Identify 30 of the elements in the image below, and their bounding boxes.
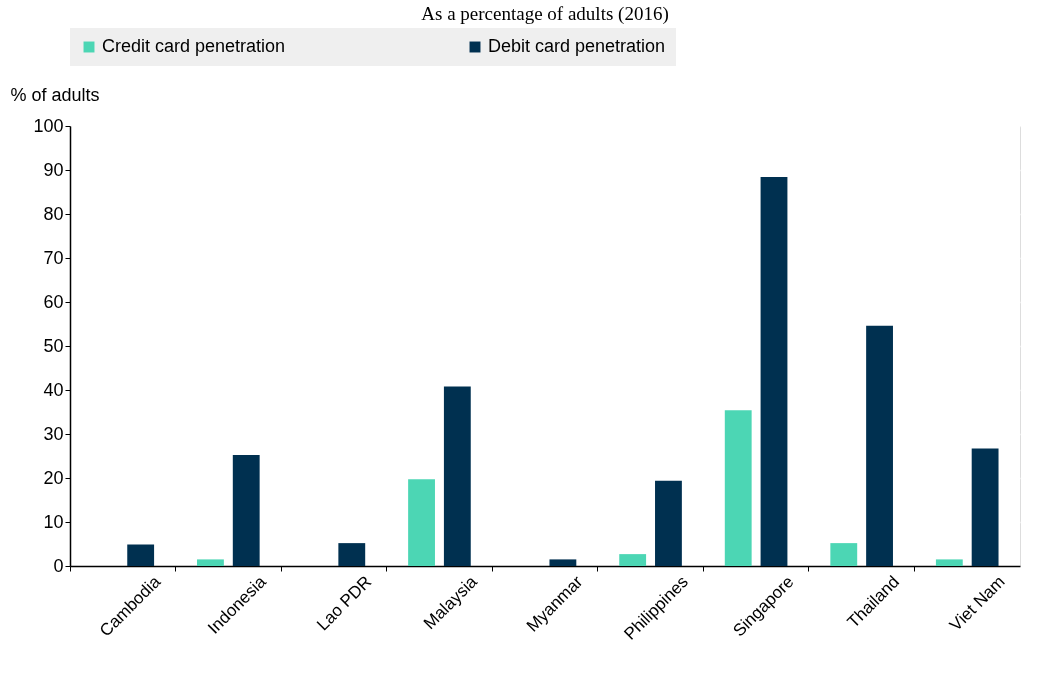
- bar: [760, 177, 788, 566]
- bar: [197, 559, 224, 566]
- chart-title: As a percentage of adults (2016): [421, 3, 669, 25]
- bar: [408, 479, 435, 566]
- y-tick-label: 100: [33, 115, 64, 136]
- bar: [619, 554, 647, 566]
- y-tick-label: 60: [43, 291, 64, 312]
- y-axis-title: % of adults: [10, 84, 100, 105]
- bar: [866, 325, 893, 566]
- bar: [655, 480, 682, 566]
- y-tick-label: 20: [43, 467, 64, 488]
- bar: [232, 455, 260, 566]
- bar: [830, 543, 858, 566]
- bar: [443, 386, 471, 566]
- y-tick-label: 0: [53, 555, 64, 576]
- y-tick-label: 40: [43, 379, 64, 400]
- legend-label: Debit card penetration: [488, 36, 666, 56]
- bar: [724, 410, 752, 566]
- bar: [971, 448, 999, 566]
- bar: [935, 559, 963, 566]
- y-tick-label: 90: [43, 159, 64, 180]
- y-tick-label: 70: [43, 247, 64, 268]
- bar: [127, 544, 155, 566]
- y-tick-label: 50: [43, 335, 64, 356]
- bar: [549, 559, 577, 566]
- legend-label: Credit card penetration: [102, 36, 286, 56]
- y-tick-label: 80: [43, 203, 64, 224]
- y-tick-label: 30: [43, 423, 64, 444]
- y-tick-label: 10: [43, 511, 64, 532]
- bar: [338, 543, 366, 566]
